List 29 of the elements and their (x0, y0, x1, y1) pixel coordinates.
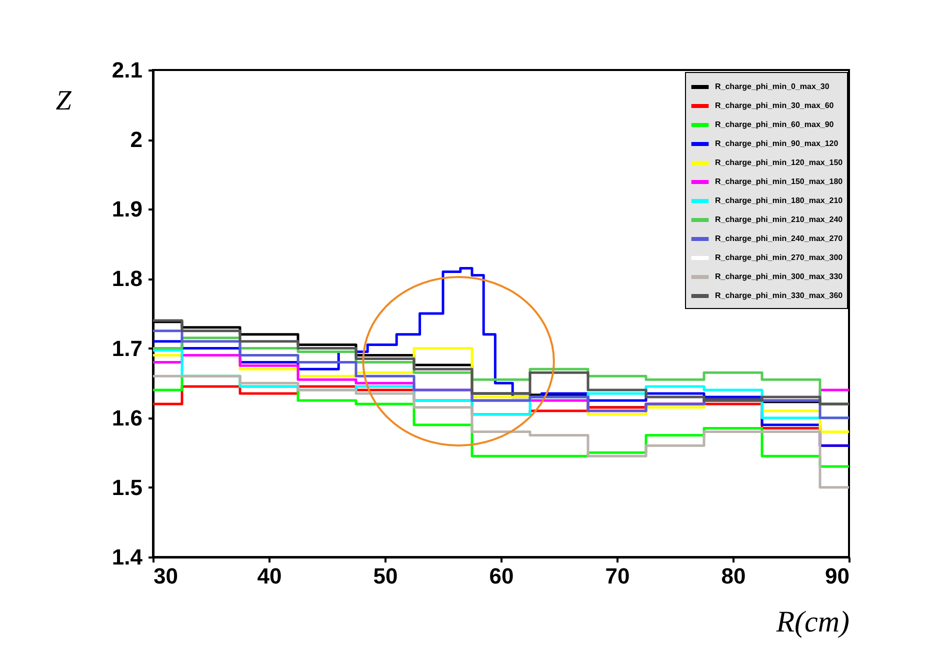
y-tick-label: 2.1 (112, 58, 142, 82)
x-tick-label: 80 (721, 564, 746, 588)
x-tick-label: 40 (257, 564, 282, 588)
y-tick-label: 1.7 (112, 336, 142, 361)
x-tick-label: 70 (605, 564, 630, 588)
y-tick-label: 2 (130, 127, 142, 152)
y-tick-label: 1.9 (112, 196, 142, 222)
legend-label: R_charge_phi_min_60_max_90 (715, 120, 834, 129)
y-axis-title: Z (56, 86, 72, 116)
x-tick-label: 50 (373, 564, 398, 588)
legend-label: R_charge_phi_min_240_max_270 (715, 234, 844, 243)
legend-label: R_charge_phi_min_270_max_300 (715, 253, 844, 262)
x-tick-label: 90 (825, 564, 850, 588)
legend-label: R_charge_phi_min_210_max_240 (715, 215, 844, 224)
legend-label: R_charge_phi_min_180_max_210 (715, 196, 844, 205)
y-tick-label: 1.6 (112, 405, 142, 430)
legend-label: R_charge_phi_min_90_max_120 (715, 139, 839, 148)
y-tick-label: 1.4 (112, 544, 144, 570)
legend-label: R_charge_phi_min_120_max_150 (715, 158, 844, 167)
legend-label: R_charge_phi_min_330_max_360 (715, 291, 844, 300)
x-tick-label: 30 (154, 564, 178, 588)
legend-label: R_charge_phi_min_300_max_330 (715, 272, 844, 281)
legend-label: R_charge_phi_min_0_max_30 (715, 82, 830, 91)
y-tick-label: 1.8 (112, 266, 142, 292)
x-axis-title: R(cm) (775, 606, 850, 638)
x-tick-label: 60 (489, 564, 514, 588)
y-tick-label: 1.5 (112, 474, 142, 500)
legend-label: R_charge_phi_min_150_max_180 (715, 177, 844, 186)
legend-label: R_charge_phi_min_30_max_60 (715, 101, 834, 110)
